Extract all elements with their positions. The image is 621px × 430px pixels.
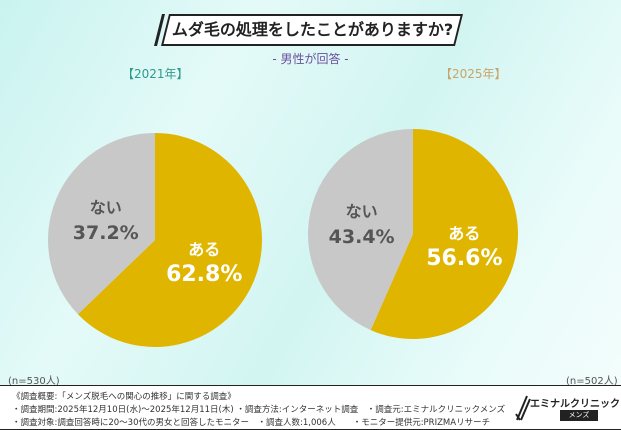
sample-size-2025: (n=502人): [566, 376, 618, 387]
pie-slice-ある: [77, 133, 262, 347]
pie-slice-ない: [308, 129, 413, 331]
slice-value-label: 56.6%: [426, 246, 502, 271]
pie-slice-ある: [370, 129, 518, 340]
sample-size-2021: (n=530人): [8, 376, 60, 387]
pie-charts: ある 62.8% ない 37.2% ある 56.6% ない 43.4%: [47, 129, 518, 347]
logo-sub: メンズ: [560, 410, 598, 421]
pie-slice-ない: [47, 133, 155, 315]
slice-category-label: ある: [188, 240, 220, 259]
slice-category-label: ある: [448, 224, 480, 243]
footer: 《調査概要:「メンズ脱毛への関心の推移」に関する調査》 ・調査期間:2025年1…: [0, 385, 621, 430]
slice-category-label: ない: [90, 198, 122, 217]
year-label-2025: 【2025年】: [440, 67, 507, 81]
subtitle: - 男性が回答 -: [272, 52, 349, 66]
logo-mark-icon: [515, 395, 531, 421]
slice-category-label: ない: [346, 202, 378, 221]
chart-title: ムダ毛の処理をしたことがありますか?: [171, 20, 454, 39]
footer-line: ・調査期間:2025年12月10日(水)〜2025年12月11日(木) ・調査方…: [12, 405, 506, 415]
footer-line: ・調査対象:調査回答時に20〜30代の男女と回答したモニター ・調査人数:1,0…: [12, 418, 491, 428]
year-label-2021: 【2021年】: [122, 67, 189, 81]
logo: エミナルクリニック: [530, 399, 620, 410]
slice-value-label: 37.2%: [73, 222, 139, 244]
footer-line: 《調査概要:「メンズ脱毛への関心の推移」に関する調査》: [12, 392, 236, 402]
slice-value-label: 62.8%: [166, 262, 242, 287]
slice-value-label: 43.4%: [329, 226, 395, 248]
